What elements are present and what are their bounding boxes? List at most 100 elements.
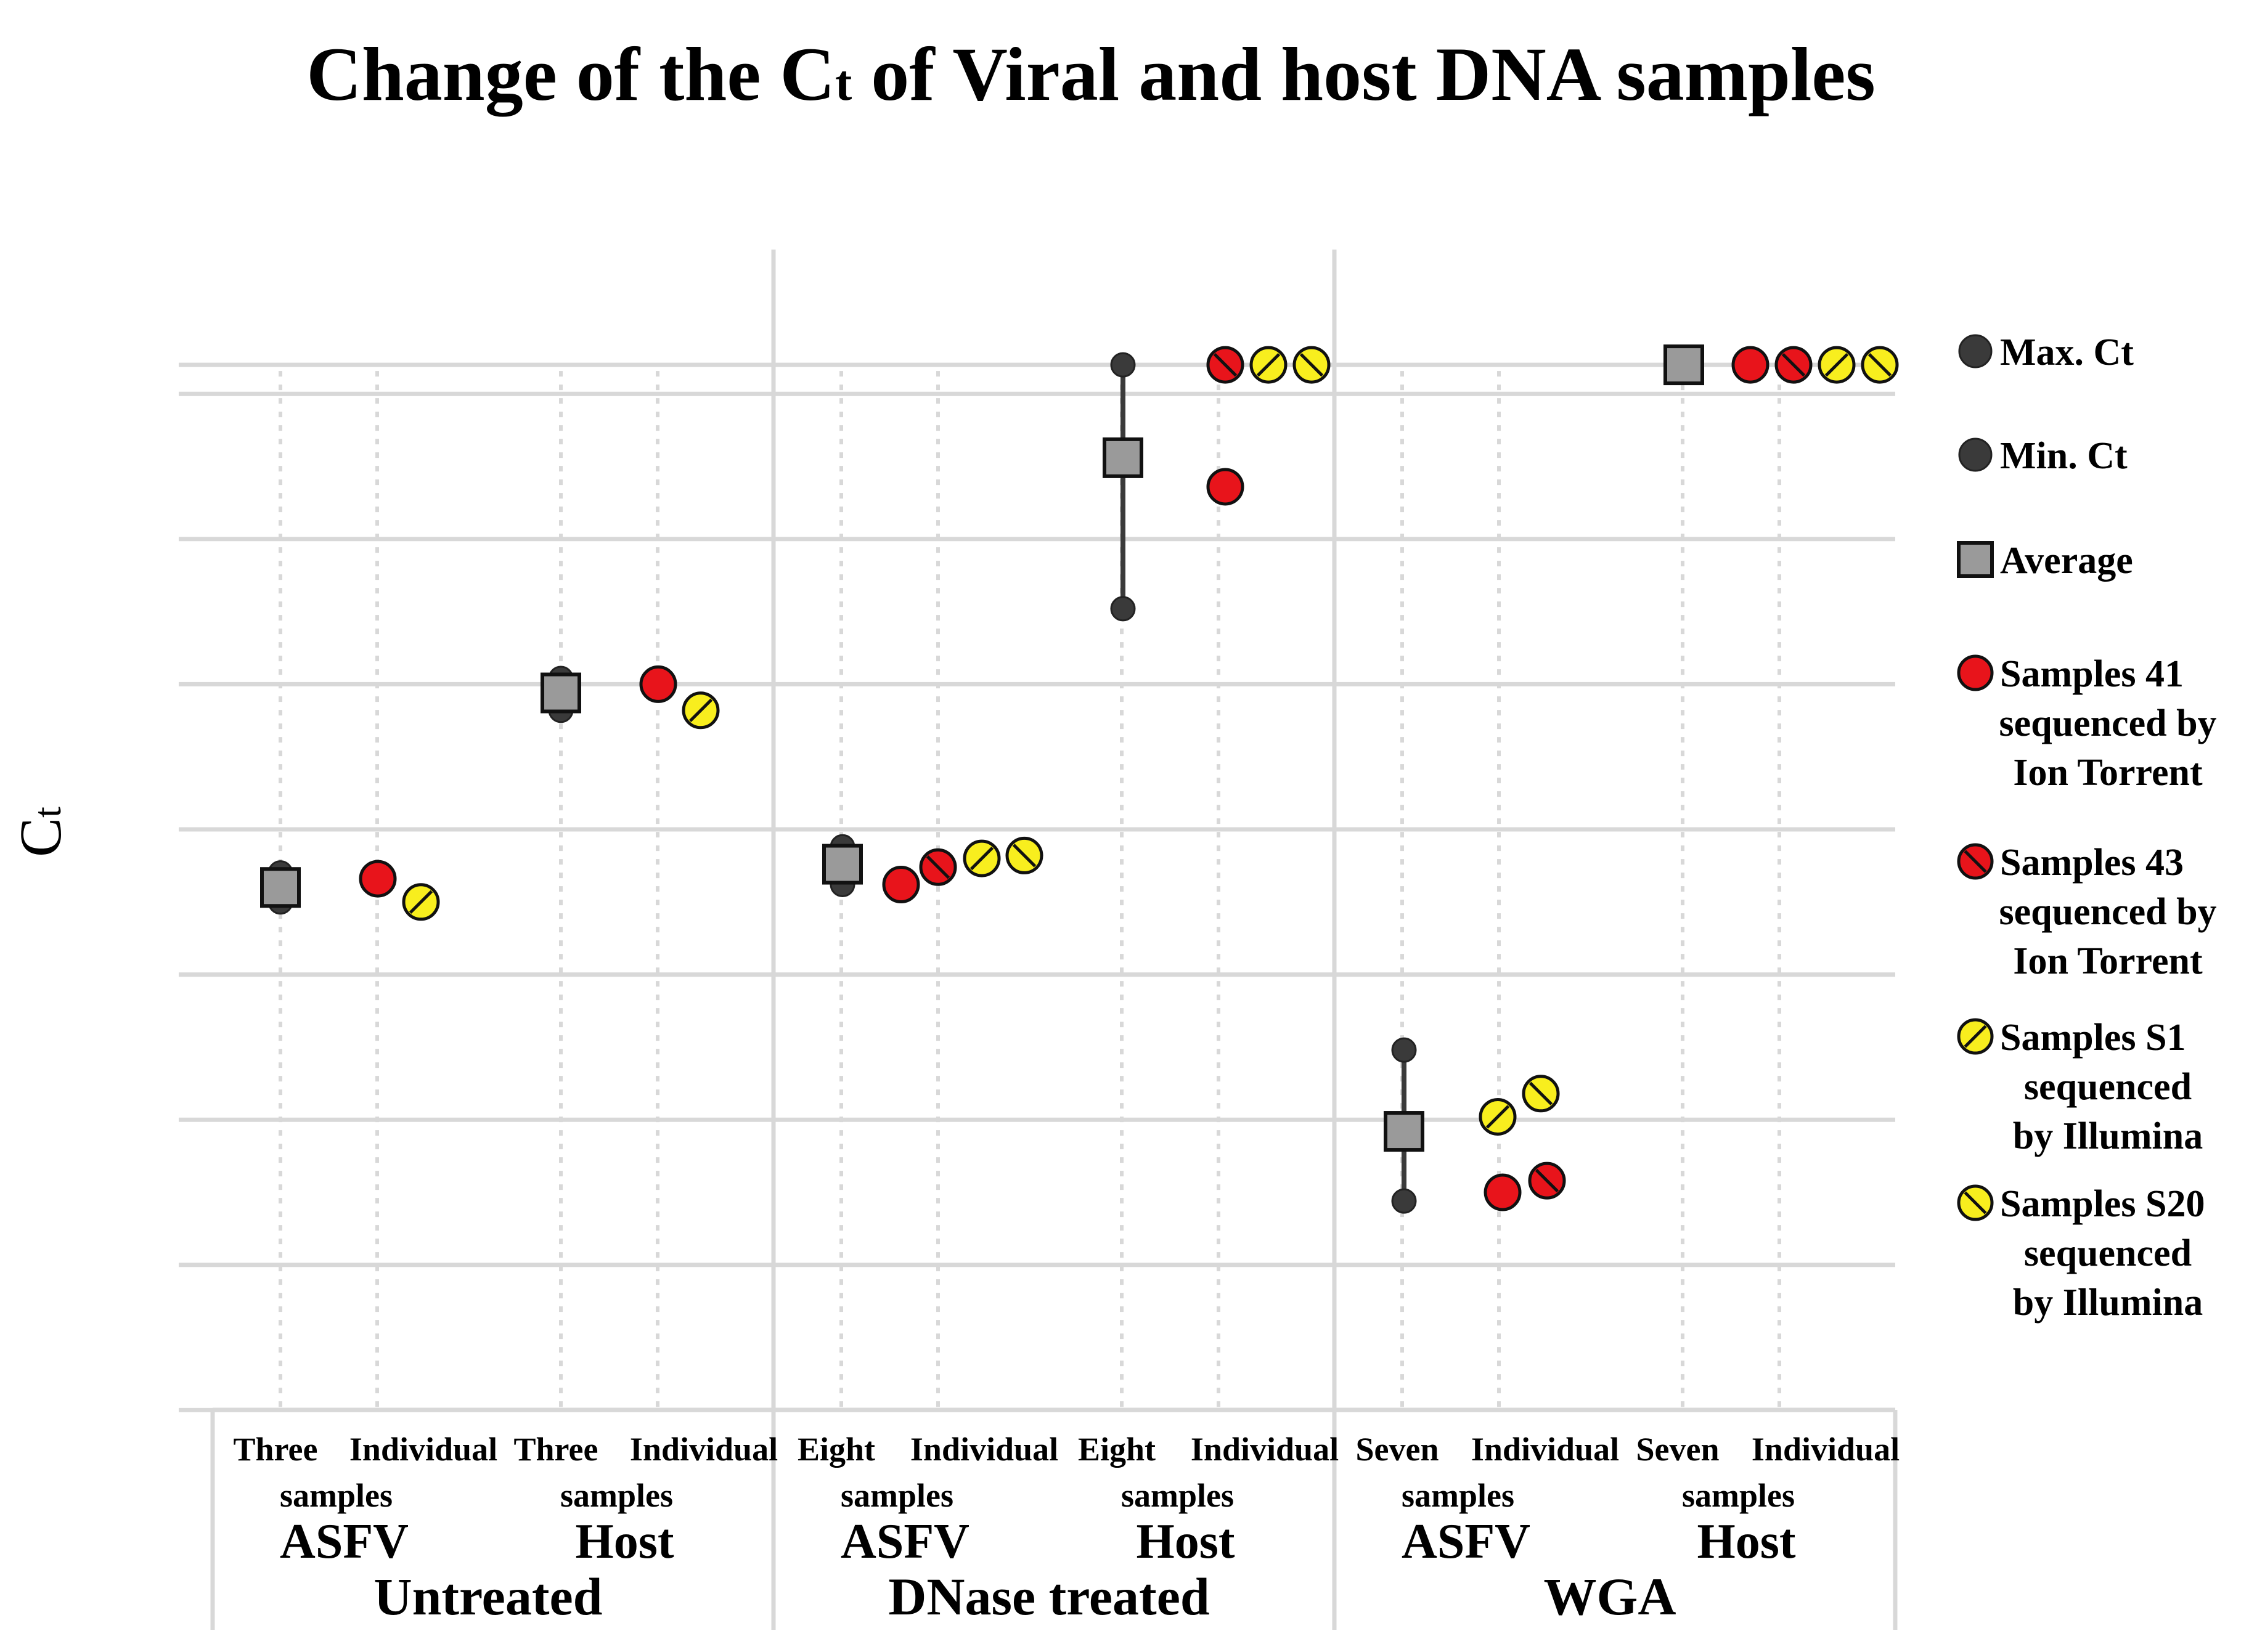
summary-wga-host	[1663, 344, 1704, 386]
sample-point-s41-body	[882, 866, 920, 904]
legend-label-line: sequenced by	[1999, 702, 2216, 744]
target-label: ASFV	[1402, 1515, 1530, 1569]
sample-point-s41-body	[1731, 346, 1769, 384]
sample-point-s41	[1731, 346, 1769, 384]
sample-point-s43-hatch	[1781, 352, 1806, 377]
average-point	[1663, 344, 1704, 386]
sample-point-s41-body	[1206, 468, 1244, 506]
category-col1-label: Three	[514, 1431, 598, 1468]
legend-label-line: Samples 41	[2000, 653, 2184, 695]
y-axis-label: Ct	[7, 807, 73, 857]
legend-label-line: Average	[2000, 540, 2133, 582]
sample-point-s41-body	[1484, 1173, 1522, 1211]
chart-title: Change of the Ct of Viral and host DNA s…	[306, 32, 1875, 117]
summary-wga-asfv	[1384, 1037, 1424, 1214]
sample-point-s41	[639, 665, 677, 703]
category-col2-label: Individual	[910, 1431, 1058, 1468]
legend-label-line: Max. Ct	[2000, 332, 2134, 373]
average-point	[541, 672, 581, 714]
sample-point-sS1	[1818, 346, 1856, 384]
target-label: Host	[1137, 1515, 1235, 1569]
sample-point-s43	[919, 848, 957, 886]
max-ct-point	[1391, 1037, 1417, 1063]
category-col1-label: Eight	[1078, 1431, 1156, 1468]
chart-title-main: Change of the C	[306, 32, 835, 117]
category-shared-label: samples	[560, 1477, 673, 1514]
legend-s41-icon-body	[1957, 654, 1994, 691]
legend-label-line: Ion Torrent	[2013, 940, 2203, 982]
min-ct-point	[1391, 1188, 1417, 1214]
legend-sS20-icon-hatch	[1964, 1191, 1987, 1215]
legend-item-s41: Samples 41 sequenced by Ion Torrent	[1957, 653, 2217, 794]
sample-point-s43	[1206, 346, 1244, 384]
legend-item-s43: Samples 43 sequenced by Ion Torrent	[1957, 842, 2217, 982]
sample-point-sS1-hatch	[1485, 1105, 1510, 1129]
category-col1-label: Seven	[1356, 1431, 1439, 1468]
sample-point-sS1-hatch	[969, 846, 994, 871]
target-label: ASFV	[841, 1515, 969, 1569]
sample-point-sS20-hatch	[1529, 1081, 1553, 1105]
legend-label-line: by Illumina	[2013, 1115, 2203, 1157]
legend-sS1-icon-hatch	[1964, 1025, 1987, 1048]
group-label: WGA	[1544, 1567, 1676, 1626]
sample-point-sS1-hatch	[1256, 352, 1281, 377]
category-col2-label: Individual	[1471, 1431, 1619, 1468]
legend-item-average: Average	[1957, 540, 2133, 582]
legend-label-line: by Illumina	[2013, 1282, 2203, 1324]
legend-sS20-icon	[1957, 1184, 1994, 1221]
category-col1-label: Seven	[1636, 1431, 1720, 1468]
summary-dnase-treated-host	[1103, 352, 1143, 622]
legend-average-icon	[1957, 541, 1994, 578]
average-point	[822, 844, 863, 885]
sample-point-sS20	[1861, 346, 1899, 384]
group-label: Untreated	[373, 1567, 602, 1626]
sample-point-s41	[1484, 1173, 1522, 1211]
category-col2-label: Individual	[1191, 1431, 1339, 1468]
y-axis-label-subscript: t	[25, 807, 69, 818]
sample-point-s43	[1774, 346, 1813, 384]
legend-sS1-icon	[1957, 1018, 1994, 1055]
legend-min-icon	[1958, 437, 1993, 472]
legend-label-line: Samples 43	[2000, 842, 2184, 884]
sample-point-sS20-hatch	[1299, 352, 1324, 377]
category-shared-label: samples	[1682, 1477, 1795, 1514]
sample-point-sS20	[1005, 836, 1043, 874]
target-label: Host	[576, 1515, 674, 1569]
legend-s41-icon	[1957, 654, 1994, 691]
sample-point-s41	[1206, 468, 1244, 506]
average-point	[1384, 1111, 1424, 1152]
legend-item-sS20: Samples S20 sequenced by Illumina	[1957, 1183, 2205, 1324]
sample-point-sS1	[402, 883, 440, 921]
legend-s43-icon-hatch	[1964, 850, 1987, 873]
category-col1-label: Eight	[798, 1431, 875, 1468]
sample-point-s41-body	[359, 860, 397, 898]
summary-untreated-host	[541, 665, 581, 723]
category-col2-label: Individual	[349, 1431, 497, 1468]
sample-point-s43-hatch	[1535, 1169, 1559, 1193]
max-ct-point	[1110, 352, 1136, 378]
sample-point-sS1	[682, 691, 720, 730]
legend-item-max: Max. Ct	[1958, 332, 2134, 373]
legend-label-line: Samples S20	[2000, 1183, 2205, 1225]
chart-title-rest: of Viral and host DNA samples	[852, 32, 1875, 116]
category-shared-label: samples	[1402, 1477, 1514, 1514]
legend: Max. Ct Min. Ct Average Samples 41 sequenced…	[1957, 332, 2217, 1324]
sample-point-s43-hatch	[1213, 352, 1238, 377]
sample-point-sS20-hatch	[1867, 352, 1892, 377]
category-shared-label: samples	[280, 1477, 393, 1514]
sample-point-s43	[1528, 1162, 1566, 1200]
sample-point-s41	[882, 866, 920, 904]
legend-label-line: Min. Ct	[2000, 435, 2128, 477]
legend-item-sS1: Samples S1 sequenced by Illumina	[1957, 1017, 2203, 1157]
y-axis-label-main: C	[7, 818, 73, 857]
sample-point-sS1	[963, 839, 1001, 877]
summary-untreated-asfv	[260, 860, 301, 915]
sample-point-sS1	[1479, 1097, 1517, 1136]
sample-point-sS1-hatch	[409, 890, 433, 914]
